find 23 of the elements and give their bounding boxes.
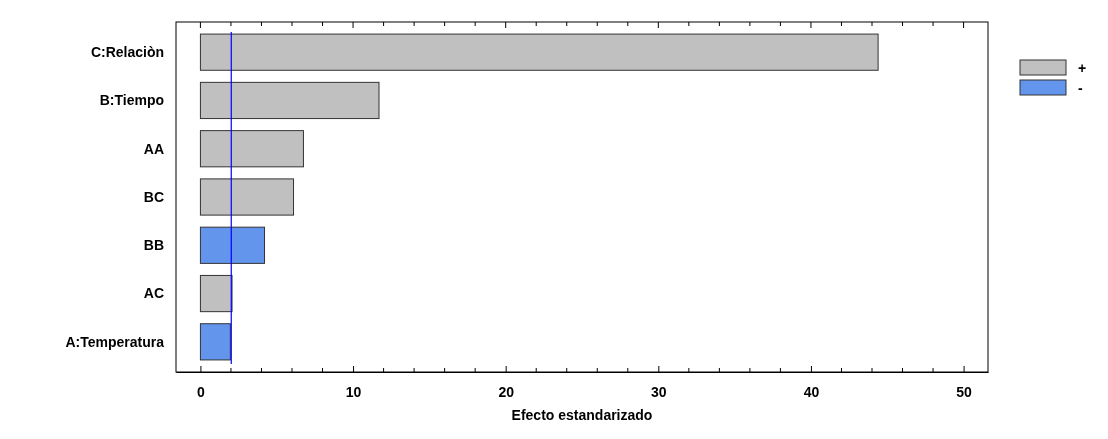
x-axis-title: Efecto estandarizado — [511, 407, 653, 423]
y-tick-label: AA — [143, 140, 164, 157]
bar — [199, 130, 304, 168]
bar — [199, 226, 266, 264]
y-tick-label: A:Temperatura — [65, 333, 165, 350]
bar — [199, 323, 231, 361]
bar — [199, 33, 879, 71]
y-tick-label: C:Relaciòn — [90, 44, 164, 61]
y-tick-label: BB — [143, 237, 164, 254]
y-tick-label: BC — [143, 188, 164, 205]
x-tick-label: 40 — [803, 384, 820, 401]
bar — [199, 81, 380, 120]
x-tick-label: 50 — [956, 384, 973, 401]
legend-label: - — [1078, 79, 1083, 96]
legend-label: + — [1078, 59, 1087, 76]
x-tick-label: 20 — [498, 384, 515, 401]
y-tick-label: AC — [143, 285, 164, 302]
bar — [199, 274, 233, 313]
y-tick-label: B:Tiempo — [99, 92, 164, 109]
x-tick-label: 30 — [651, 384, 667, 401]
bar — [199, 178, 295, 216]
x-tick-label: 10 — [345, 384, 362, 401]
x-tick-label: 0 — [197, 384, 206, 401]
